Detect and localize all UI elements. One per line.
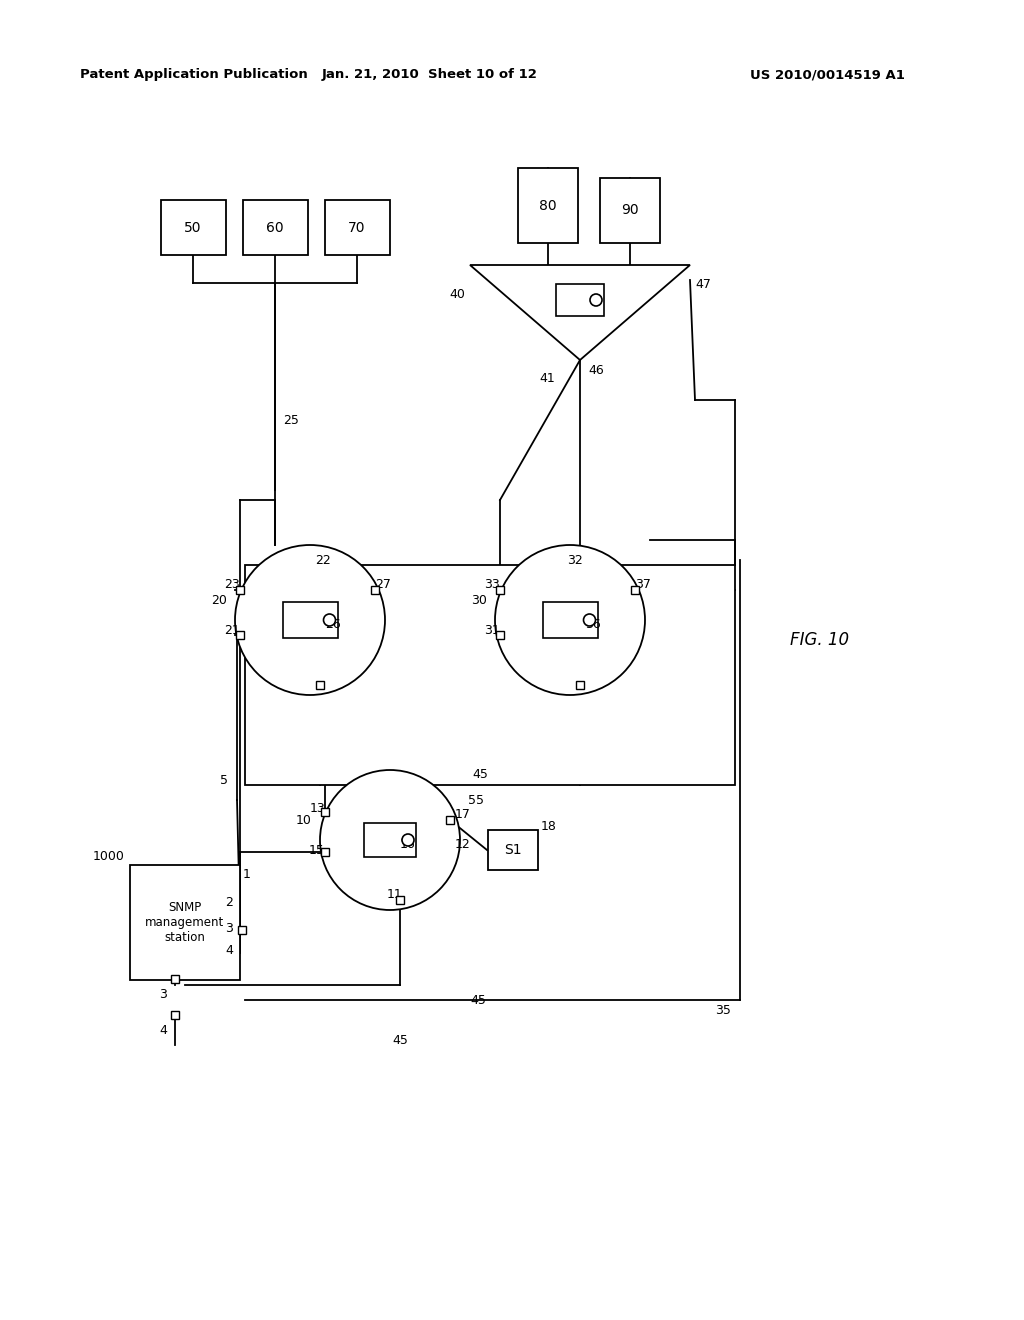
Bar — [631, 586, 639, 594]
Text: 22: 22 — [315, 553, 331, 566]
Text: 16: 16 — [400, 838, 416, 851]
Text: 12: 12 — [455, 838, 471, 851]
Bar — [243, 201, 307, 255]
Text: 20: 20 — [211, 594, 227, 606]
Text: 18: 18 — [541, 821, 557, 833]
Text: 5: 5 — [220, 774, 228, 787]
Text: 17: 17 — [455, 808, 471, 821]
Circle shape — [324, 614, 336, 626]
Text: 1000: 1000 — [93, 850, 125, 863]
Bar — [325, 201, 389, 255]
Circle shape — [495, 545, 645, 696]
Text: S1: S1 — [504, 843, 522, 857]
Text: 4: 4 — [225, 945, 232, 957]
Text: 55: 55 — [468, 793, 484, 807]
Text: 45: 45 — [392, 1034, 408, 1047]
Bar — [496, 586, 504, 594]
Text: 45: 45 — [472, 768, 488, 781]
Text: 10: 10 — [296, 813, 312, 826]
Text: 45: 45 — [470, 994, 485, 1006]
Text: 40: 40 — [450, 289, 465, 301]
Text: 37: 37 — [635, 578, 651, 591]
Bar — [245, 565, 735, 785]
Bar — [171, 975, 179, 983]
Circle shape — [584, 614, 596, 626]
Text: 2: 2 — [225, 896, 232, 909]
Bar — [396, 896, 404, 904]
Bar — [238, 927, 246, 935]
Text: 3: 3 — [225, 921, 232, 935]
Text: FIG. 10: FIG. 10 — [790, 631, 849, 649]
Text: 46: 46 — [588, 363, 604, 376]
Circle shape — [402, 834, 414, 846]
Text: 4: 4 — [159, 1023, 167, 1036]
Text: US 2010/0014519 A1: US 2010/0014519 A1 — [750, 69, 905, 81]
Text: 33: 33 — [484, 578, 500, 591]
Text: 21: 21 — [224, 623, 240, 636]
Bar — [543, 602, 597, 638]
Text: 80: 80 — [540, 198, 557, 213]
Bar — [364, 822, 416, 857]
Text: 1: 1 — [243, 869, 251, 882]
Bar — [371, 586, 379, 594]
Bar — [496, 631, 504, 639]
Text: 50: 50 — [184, 220, 202, 235]
Bar — [446, 816, 454, 824]
Text: 11: 11 — [387, 888, 402, 902]
Text: 31: 31 — [484, 623, 500, 636]
Bar — [518, 168, 578, 243]
Text: 70: 70 — [348, 220, 366, 235]
Text: 23: 23 — [224, 578, 240, 591]
Text: 90: 90 — [622, 203, 639, 218]
Text: 25: 25 — [283, 413, 299, 426]
Text: 3: 3 — [159, 989, 167, 1002]
Text: SNMP
management
station: SNMP management station — [145, 902, 224, 944]
Text: Jan. 21, 2010  Sheet 10 of 12: Jan. 21, 2010 Sheet 10 of 12 — [323, 69, 538, 81]
Bar — [130, 865, 240, 979]
Bar — [575, 681, 584, 689]
Bar — [171, 1011, 179, 1019]
Bar — [321, 808, 329, 816]
Bar — [316, 681, 324, 689]
Bar — [600, 178, 660, 243]
Text: 13: 13 — [309, 801, 325, 814]
Text: 36: 36 — [585, 619, 601, 631]
Text: Patent Application Publication: Patent Application Publication — [80, 69, 308, 81]
Text: 47: 47 — [695, 279, 711, 292]
Circle shape — [319, 770, 460, 909]
Bar — [321, 847, 329, 855]
Circle shape — [234, 545, 385, 696]
Bar — [161, 201, 225, 255]
Bar — [236, 586, 244, 594]
Text: 60: 60 — [266, 220, 284, 235]
Polygon shape — [470, 265, 690, 360]
Bar — [283, 602, 338, 638]
Text: 15: 15 — [309, 843, 325, 857]
Text: 41: 41 — [540, 371, 555, 384]
Text: 30: 30 — [471, 594, 487, 606]
Bar — [488, 830, 538, 870]
Text: 27: 27 — [375, 578, 391, 591]
Text: 26: 26 — [325, 619, 341, 631]
Bar — [556, 284, 604, 315]
Bar — [236, 631, 244, 639]
Text: 35: 35 — [715, 1003, 731, 1016]
Text: 32: 32 — [567, 553, 583, 566]
Circle shape — [590, 294, 602, 306]
